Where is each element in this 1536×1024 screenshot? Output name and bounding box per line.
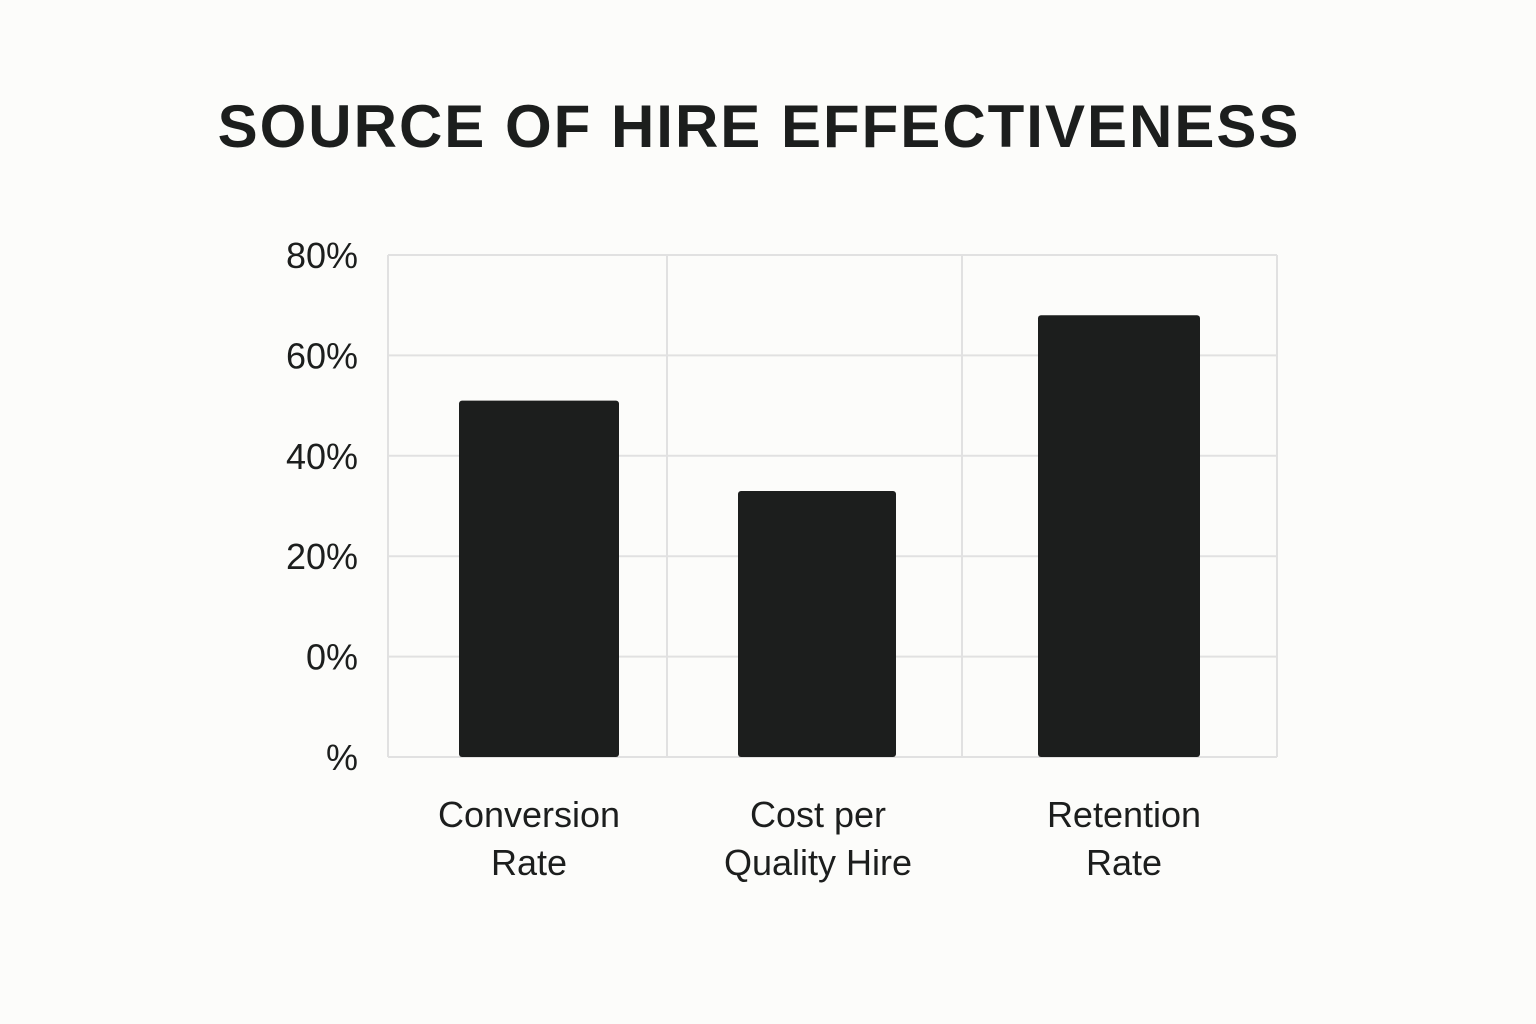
x-category-label-line: Conversion: [438, 794, 620, 835]
x-category-label-line: Quality Hire: [724, 842, 912, 883]
y-axis-ticks: 80% 60% 40% 20% 0%%: [286, 235, 358, 778]
y-tick-label: 20%: [286, 536, 358, 577]
bar: [738, 490, 896, 757]
x-category-label: Conversion Rate: [438, 794, 620, 883]
bar: [459, 400, 619, 757]
x-category-label-line: Cost per: [750, 794, 886, 835]
x-category-label: Cost per Quality Hire: [724, 794, 912, 883]
x-axis-categories: Conversion Rate Cost per Quality Hire Retent…: [438, 794, 1201, 883]
x-category-label-line: Rate: [1086, 842, 1162, 883]
chart-title: SOURCE OF HIRE EFFECTIVENESS: [217, 93, 1301, 160]
bars: [459, 315, 1200, 757]
x-category-label-line: Retention: [1047, 794, 1201, 835]
y-tick-label: %: [326, 737, 358, 778]
x-category-label-line: Rate: [491, 842, 567, 883]
y-tick-label: 80%: [286, 235, 358, 276]
y-tick-label: 40%: [286, 436, 358, 477]
y-tick-label: 0%: [306, 637, 358, 678]
bar: [1038, 315, 1200, 757]
x-category-label: Retention Rate: [1047, 794, 1201, 883]
y-tick-label: 60%: [286, 335, 358, 376]
